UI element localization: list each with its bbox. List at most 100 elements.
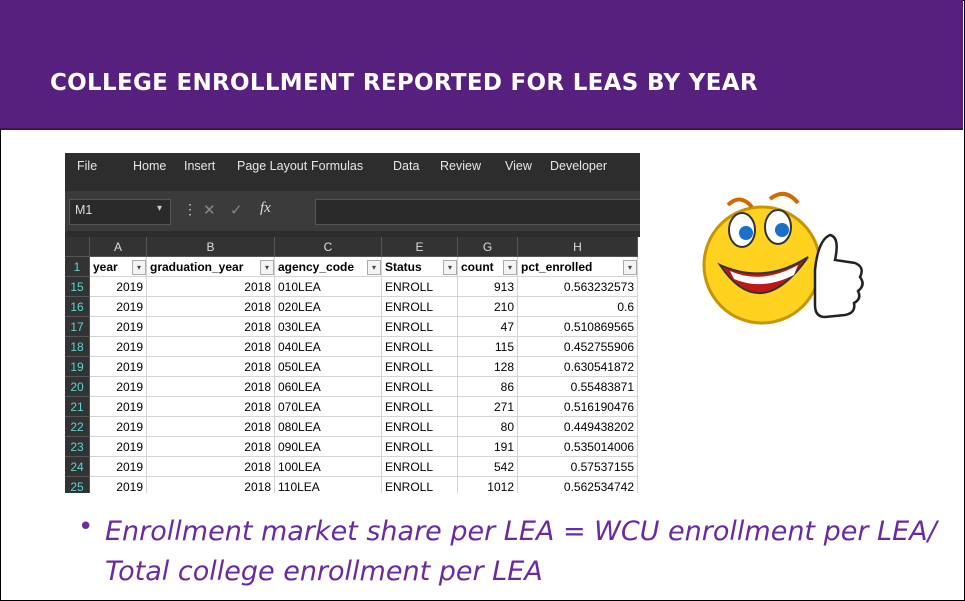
smiley-thumbs-up [702, 191, 864, 325]
table-cell: 2019 [90, 377, 147, 397]
enter-icon: ✓ [230, 202, 243, 219]
row-number: 17 [65, 317, 90, 337]
table-cell: 2018 [147, 297, 275, 317]
table-cell: 0.630541872 [518, 357, 638, 377]
table-cell: 010LEA [275, 277, 382, 297]
table-cell: 110LEA [275, 477, 382, 493]
mouth [717, 256, 809, 294]
spacer [65, 231, 640, 237]
table-cell: 913 [458, 277, 518, 297]
excel-screenshot: File Home Insert Page Layout Formulas Data Rev… [65, 153, 640, 493]
row-number: 20 [65, 377, 90, 397]
teeth [730, 265, 798, 285]
table-cell: ENROLL [382, 417, 458, 437]
header-cell: count [458, 257, 518, 277]
name-box-text: M1 [75, 203, 93, 217]
table-cell: 2018 [147, 277, 275, 297]
separator: ⋮ [183, 201, 197, 217]
bullet-dot: • [78, 512, 94, 542]
pupil [775, 223, 789, 237]
brow [768, 191, 800, 205]
sheet-grid: A B C E G H 1 year ▾ graduation_year ▾ agency_code ▾… [65, 237, 640, 493]
table-cell: 2018 [147, 477, 275, 493]
column-letter: H [518, 237, 638, 257]
header-band: COLLEGE ENROLLMENT REPORTED FOR LEAS BY … [0, 0, 963, 130]
table-cell: 020LEA [275, 297, 382, 317]
table-cell: 0.535014006 [518, 437, 638, 457]
table-cell: 2018 [147, 457, 275, 477]
table-cell: 2019 [90, 477, 147, 493]
column-letter: C [275, 237, 382, 257]
bullet-text: Total college enrollment per LEA [105, 556, 543, 587]
ribbon-tab: Page Layout [237, 159, 308, 173]
table-cell: 040LEA [275, 337, 382, 357]
table-cell: 2018 [147, 417, 275, 437]
table-cell: 0.55483871 [518, 377, 638, 397]
corner [65, 237, 90, 257]
table-cell: 2019 [90, 437, 147, 457]
row-number: 15 [65, 277, 90, 297]
table-cell: 0.57537155 [518, 457, 638, 477]
table-cell: 191 [458, 437, 518, 457]
table-cell: ENROLL [382, 477, 458, 493]
table-cell: ENROLL [382, 377, 458, 397]
table-cell: 0.6 [518, 297, 638, 317]
filter-button: ▾ [623, 260, 637, 275]
table-cell: ENROLL [382, 437, 458, 457]
table-cell: ENROLL [382, 337, 458, 357]
table-cell: 115 [458, 337, 518, 357]
bullet-text: Enrollment market share per LEA = WCU en… [105, 516, 937, 547]
row-number: 23 [65, 437, 90, 457]
table-cell: 2018 [147, 337, 275, 357]
header-cell: agency_code [275, 257, 382, 277]
table-cell: 128 [458, 357, 518, 377]
column-letter: E [382, 237, 458, 257]
formula-input [315, 199, 640, 225]
ribbon-tab: Insert [184, 159, 216, 173]
table-cell: 080LEA [275, 417, 382, 437]
slide-title: COLLEGE ENROLLMENT REPORTED FOR LEAS BY … [50, 70, 758, 96]
table-cell: 2018 [147, 317, 275, 337]
thumb-hand [813, 233, 864, 319]
table-cell: 2019 [90, 397, 147, 417]
table-cell: 271 [458, 397, 518, 417]
fx-label: fx [260, 200, 271, 216]
brow [726, 197, 754, 209]
table-cell: 0.516190476 [518, 397, 638, 417]
ribbon-tab: File [77, 159, 98, 173]
formula-bar: M1 ▾ ⋮ ✕ ✓ fx [65, 191, 640, 231]
column-letter: G [458, 237, 518, 257]
table-cell: ENROLL [382, 317, 458, 337]
table-cell: 0.563232573 [518, 277, 638, 297]
row-number: 24 [65, 457, 90, 477]
header-cell: year [90, 257, 147, 277]
ribbon-tab: Home [133, 159, 167, 173]
row-number: 21 [65, 397, 90, 417]
table-cell: ENROLL [382, 297, 458, 317]
filter-button: ▾ [443, 260, 457, 275]
row-number: 19 [65, 357, 90, 377]
table-cell: 2019 [90, 457, 147, 477]
table-cell: 0.562534742 [518, 477, 638, 493]
table-cell: 210 [458, 297, 518, 317]
row-number: 18 [65, 337, 90, 357]
table-cell: 2019 [90, 277, 147, 297]
header-cell: pct_enrolled [518, 257, 638, 277]
table-cell: 060LEA [275, 377, 382, 397]
table-cell: 80 [458, 417, 518, 437]
row-number: 1 [65, 257, 90, 277]
column-letter: A [90, 237, 147, 257]
table-cell: 2018 [147, 437, 275, 457]
ribbon-tab: Data [393, 159, 420, 173]
header-cell: graduation_year [147, 257, 275, 277]
table-cell: 090LEA [275, 437, 382, 457]
ribbon-tab: View [505, 159, 532, 173]
table-cell: 86 [458, 377, 518, 397]
ribbon: File Home Insert Page Layout Formulas Data Rev… [65, 153, 640, 191]
row-number: 22 [65, 417, 90, 437]
filter-button: ▾ [132, 260, 146, 275]
table-cell: ENROLL [382, 357, 458, 377]
ribbon-tab: Review [440, 159, 481, 173]
table-cell: 030LEA [275, 317, 382, 337]
